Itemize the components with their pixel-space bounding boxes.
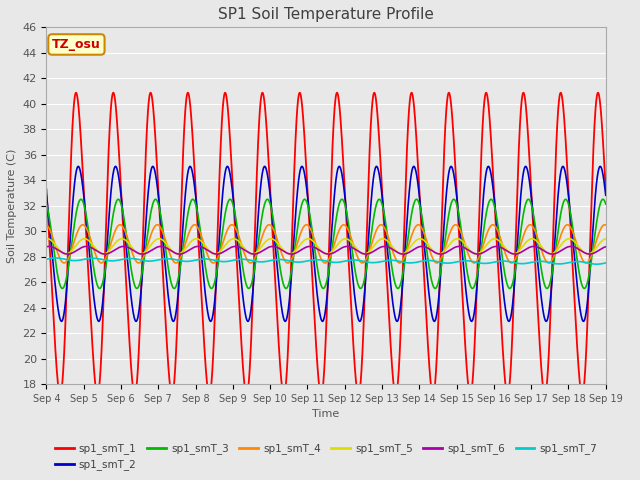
Legend: sp1_smT_1, sp1_smT_2, sp1_smT_3, sp1_smT_4, sp1_smT_5, sp1_smT_6, sp1_smT_7: sp1_smT_1, sp1_smT_2, sp1_smT_3, sp1_smT… xyxy=(51,439,602,475)
sp1_smT_4 xyxy=(602,222,609,228)
sp1_smT_3 xyxy=(391,279,399,285)
sp1_smT_1 xyxy=(184,90,192,96)
sp1_smT_5 xyxy=(391,247,399,252)
sp1_smT_1 xyxy=(602,187,609,192)
sp1_smT_1 xyxy=(381,240,388,245)
sp1_smT_4 xyxy=(377,222,385,228)
Line: sp1_smT_6: sp1_smT_6 xyxy=(47,246,605,254)
Line: sp1_smT_3: sp1_smT_3 xyxy=(47,199,605,288)
sp1_smT_2 xyxy=(372,164,380,169)
sp1_smT_4 xyxy=(199,237,207,242)
sp1_smT_7 xyxy=(163,256,170,262)
sp1_smT_6 xyxy=(43,244,51,250)
sp1_smT_5 xyxy=(81,236,88,241)
sp1_smT_4 xyxy=(549,256,557,262)
sp1_smT_7 xyxy=(593,261,600,267)
sp1_smT_3 xyxy=(602,201,609,206)
sp1_smT_5 xyxy=(602,236,609,242)
sp1_smT_4 xyxy=(43,222,51,228)
sp1_smT_6 xyxy=(549,251,557,257)
sp1_smT_5 xyxy=(602,236,609,242)
sp1_smT_3 xyxy=(43,201,51,207)
sp1_smT_3 xyxy=(549,265,557,271)
sp1_smT_6 xyxy=(306,243,314,249)
sp1_smT_5 xyxy=(163,241,170,247)
sp1_smT_5 xyxy=(549,251,557,256)
sp1_smT_2 xyxy=(199,265,207,271)
sp1_smT_7 xyxy=(381,258,388,264)
sp1_smT_1 xyxy=(602,184,609,190)
Title: SP1 Soil Temperature Profile: SP1 Soil Temperature Profile xyxy=(218,7,434,22)
sp1_smT_6 xyxy=(325,251,333,257)
sp1_smT_2 xyxy=(381,219,388,225)
sp1_smT_7 xyxy=(199,256,207,262)
sp1_smT_1 xyxy=(199,320,207,326)
sp1_smT_6 xyxy=(199,245,207,251)
sp1_smT_2 xyxy=(43,192,51,198)
Line: sp1_smT_2: sp1_smT_2 xyxy=(47,167,605,321)
Y-axis label: Soil Temperature (C): Soil Temperature (C) xyxy=(7,148,17,263)
sp1_smT_6 xyxy=(163,245,170,251)
sp1_smT_4 xyxy=(358,260,366,266)
Line: sp1_smT_7: sp1_smT_7 xyxy=(47,258,605,264)
sp1_smT_2 xyxy=(163,275,170,280)
Line: sp1_smT_5: sp1_smT_5 xyxy=(47,239,605,254)
sp1_smT_7 xyxy=(602,260,609,266)
sp1_smT_1 xyxy=(163,334,170,339)
Line: sp1_smT_1: sp1_smT_1 xyxy=(47,93,605,395)
sp1_smT_6 xyxy=(602,244,609,250)
sp1_smT_2 xyxy=(468,318,476,324)
sp1_smT_6 xyxy=(381,243,388,249)
sp1_smT_2 xyxy=(390,312,398,317)
sp1_smT_1 xyxy=(43,187,51,192)
sp1_smT_7 xyxy=(390,258,398,264)
sp1_smT_3 xyxy=(381,215,388,221)
sp1_smT_3 xyxy=(602,201,609,207)
sp1_smT_5 xyxy=(199,240,207,246)
sp1_smT_4 xyxy=(602,222,609,228)
sp1_smT_7 xyxy=(43,256,51,262)
sp1_smT_4 xyxy=(391,254,399,260)
sp1_smT_1 xyxy=(549,238,557,243)
X-axis label: Time: Time xyxy=(312,409,340,419)
sp1_smT_6 xyxy=(602,244,609,250)
sp1_smT_2 xyxy=(549,265,557,271)
sp1_smT_3 xyxy=(96,286,104,291)
sp1_smT_3 xyxy=(115,196,122,202)
sp1_smT_4 xyxy=(163,240,170,246)
sp1_smT_5 xyxy=(381,236,388,242)
sp1_smT_5 xyxy=(62,251,70,257)
sp1_smT_1 xyxy=(391,390,399,396)
sp1_smT_3 xyxy=(199,247,207,253)
Line: sp1_smT_4: sp1_smT_4 xyxy=(47,225,605,263)
sp1_smT_7 xyxy=(602,260,609,266)
sp1_smT_6 xyxy=(391,248,399,253)
Text: TZ_osu: TZ_osu xyxy=(52,38,101,51)
sp1_smT_2 xyxy=(602,192,609,198)
sp1_smT_2 xyxy=(602,191,609,197)
sp1_smT_4 xyxy=(381,226,388,231)
sp1_smT_7 xyxy=(549,260,557,266)
sp1_smT_3 xyxy=(163,254,170,260)
sp1_smT_7 xyxy=(52,255,60,261)
sp1_smT_5 xyxy=(43,236,51,242)
sp1_smT_1 xyxy=(131,392,139,398)
